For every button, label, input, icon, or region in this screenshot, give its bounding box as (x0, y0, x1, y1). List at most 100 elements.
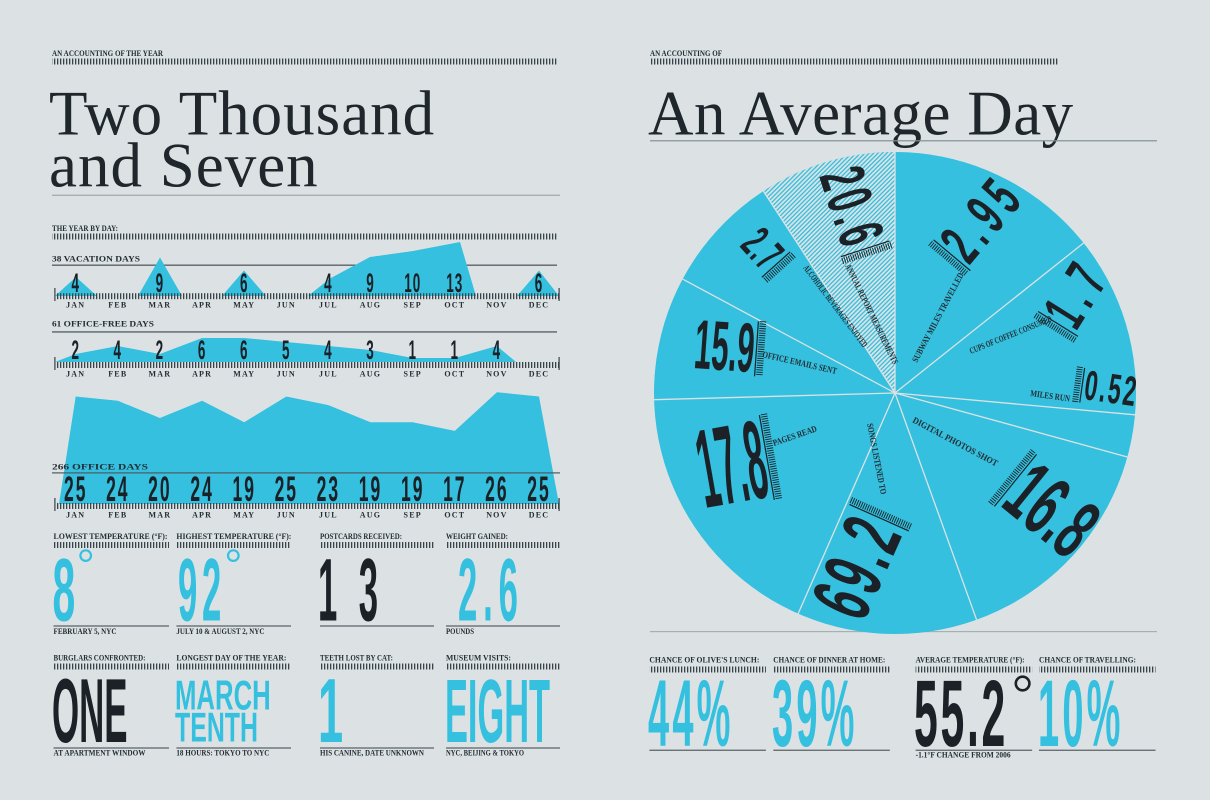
svg-text:JUL: JUL (319, 301, 338, 310)
svg-text:POSTCARDS RECEIVED:: POSTCARDS RECEIVED: (320, 532, 402, 541)
svg-text:TENTH: TENTH (175, 705, 258, 751)
svg-text:Two Thousand: Two Thousand (49, 79, 435, 149)
svg-text:18 HOURS: TOKYO TO NYC: 18 HOURS: TOKYO TO NYC (176, 749, 269, 758)
svg-text:44%: 44% (648, 662, 734, 767)
svg-text:1: 1 (451, 335, 460, 365)
svg-text:AUG: AUG (360, 511, 381, 520)
svg-text:4: 4 (114, 335, 123, 365)
svg-text:TEETH LOST BY CAT:: TEETH LOST BY CAT: (320, 654, 393, 663)
svg-text:92: 92 (178, 542, 226, 641)
svg-text:FEBRUARY 5, NYC: FEBRUARY 5, NYC (54, 627, 117, 636)
svg-text:AUG: AUG (360, 301, 381, 310)
svg-text:SEP: SEP (404, 301, 422, 310)
svg-text:9: 9 (366, 268, 375, 298)
svg-text:OCT: OCT (444, 301, 465, 310)
svg-text:0.52: 0.52 (1082, 362, 1142, 416)
svg-text:POUNDS: POUNDS (446, 627, 474, 636)
svg-text:JUN: JUN (277, 511, 296, 520)
svg-text:NOV: NOV (486, 370, 507, 379)
svg-text:61 OFFICE-FREE DAYS: 61 OFFICE-FREE DAYS (52, 320, 155, 329)
svg-text:An Average Day: An Average Day (648, 79, 1074, 149)
svg-text:2: 2 (71, 335, 80, 365)
svg-text:1: 1 (408, 335, 417, 365)
svg-text:25: 25 (275, 469, 298, 508)
svg-text:25: 25 (527, 469, 550, 508)
svg-text:WEIGHT GAINED:: WEIGHT GAINED: (446, 532, 508, 541)
svg-text:17: 17 (443, 469, 466, 508)
svg-text:23: 23 (317, 469, 340, 508)
svg-text:4: 4 (493, 335, 502, 365)
svg-text:JAN: JAN (66, 511, 85, 520)
svg-text:DEC: DEC (529, 370, 550, 379)
svg-text:6: 6 (240, 335, 249, 365)
svg-text:2.6: 2.6 (458, 542, 524, 641)
svg-text:ONE: ONE (52, 660, 127, 762)
svg-text:19: 19 (359, 469, 382, 508)
svg-text:FEB: FEB (108, 511, 127, 520)
svg-text:4: 4 (324, 268, 333, 298)
svg-text:15.9: 15.9 (692, 306, 757, 388)
svg-text:SEP: SEP (404, 370, 422, 379)
svg-text:OCT: OCT (444, 370, 465, 379)
svg-text:MUSEUM VISITS:: MUSEUM VISITS: (446, 654, 511, 663)
svg-text:4: 4 (71, 268, 80, 298)
svg-text:19: 19 (401, 469, 424, 508)
svg-text:JUL: JUL (319, 511, 338, 520)
svg-text:APR: APR (192, 511, 212, 520)
svg-text:1: 1 (318, 661, 343, 762)
svg-text:JAN: JAN (66, 370, 85, 379)
svg-text:9: 9 (156, 268, 165, 298)
svg-text:5: 5 (282, 335, 291, 365)
svg-text:MAY: MAY (233, 511, 255, 520)
svg-text:DEC: DEC (529, 301, 550, 310)
svg-text:MAR: MAR (149, 511, 172, 520)
svg-text:3: 3 (366, 335, 375, 365)
svg-text:AVERAGE TEMPERATURE (°F):: AVERAGE TEMPERATURE (°F): (916, 656, 1025, 665)
svg-text:266 OFFICE DAYS: 266 OFFICE DAYS (52, 463, 149, 472)
svg-text:26: 26 (485, 469, 508, 508)
svg-text:6: 6 (535, 268, 544, 298)
svg-text:HIS CANINE, DATE UNKNOWN: HIS CANINE, DATE UNKNOWN (320, 749, 424, 758)
svg-text:55.2: 55.2 (914, 660, 1008, 767)
svg-text:DEC: DEC (529, 511, 550, 520)
svg-text:CHANCE OF TRAVELLING:: CHANCE OF TRAVELLING: (1039, 656, 1136, 665)
svg-text:6: 6 (240, 268, 249, 298)
svg-text:MAY: MAY (233, 370, 255, 379)
svg-text:24: 24 (106, 469, 129, 508)
svg-text:LOWEST TEMPERATURE (°F):: LOWEST TEMPERATURE (°F): (54, 532, 168, 541)
svg-text:FEB: FEB (108, 301, 127, 310)
svg-text:CHANCE OF OLIVE'S LUNCH:: CHANCE OF OLIVE'S LUNCH: (649, 656, 759, 665)
svg-text:JUN: JUN (277, 301, 296, 310)
svg-text:AN ACCOUNTING OF: AN ACCOUNTING OF (650, 49, 722, 58)
svg-text:MAR: MAR (149, 370, 172, 379)
svg-text:JUN: JUN (277, 370, 296, 379)
svg-text:8: 8 (53, 540, 76, 640)
svg-text:JUL: JUL (319, 370, 338, 379)
svg-text:NYC, BEIJING & TOKYO: NYC, BEIJING & TOKYO (446, 749, 524, 758)
svg-text:20: 20 (148, 469, 171, 508)
svg-text:6: 6 (198, 335, 207, 365)
svg-text:10%: 10% (1038, 662, 1124, 767)
svg-text:JULY 10 & AUGUST 2, NYC: JULY 10 & AUGUST 2, NYC (176, 627, 264, 636)
svg-text:2: 2 (156, 335, 165, 365)
svg-text:NOV: NOV (486, 511, 507, 520)
svg-text:4: 4 (324, 335, 333, 365)
svg-text:AUG: AUG (360, 370, 381, 379)
svg-text:LONGEST DAY OF THE YEAR:: LONGEST DAY OF THE YEAR: (176, 654, 286, 663)
svg-text:13: 13 (318, 542, 400, 641)
svg-text:FEB: FEB (108, 370, 127, 379)
svg-text:MAY: MAY (233, 301, 255, 310)
svg-text:EIGHT: EIGHT (445, 660, 550, 762)
svg-text:24: 24 (190, 469, 213, 508)
svg-text:10: 10 (404, 268, 421, 298)
svg-text:-1.1°F CHANGE FROM 2006: -1.1°F CHANGE FROM 2006 (916, 751, 1011, 760)
svg-text:SEP: SEP (404, 511, 422, 520)
svg-text:BURGLARS CONFRONTED:: BURGLARS CONFRONTED: (54, 654, 146, 663)
svg-text:CHANCE OF DINNER AT HOME:: CHANCE OF DINNER AT HOME: (773, 656, 885, 665)
svg-text:13: 13 (446, 268, 463, 298)
svg-text:APR: APR (192, 301, 212, 310)
svg-text:AT APARTMENT WINDOW: AT APARTMENT WINDOW (54, 749, 146, 758)
svg-text:THE YEAR BY DAY:: THE YEAR BY DAY: (52, 224, 118, 233)
svg-text:38 VACATION DAYS: 38 VACATION DAYS (52, 255, 141, 264)
svg-text:19: 19 (232, 469, 255, 508)
